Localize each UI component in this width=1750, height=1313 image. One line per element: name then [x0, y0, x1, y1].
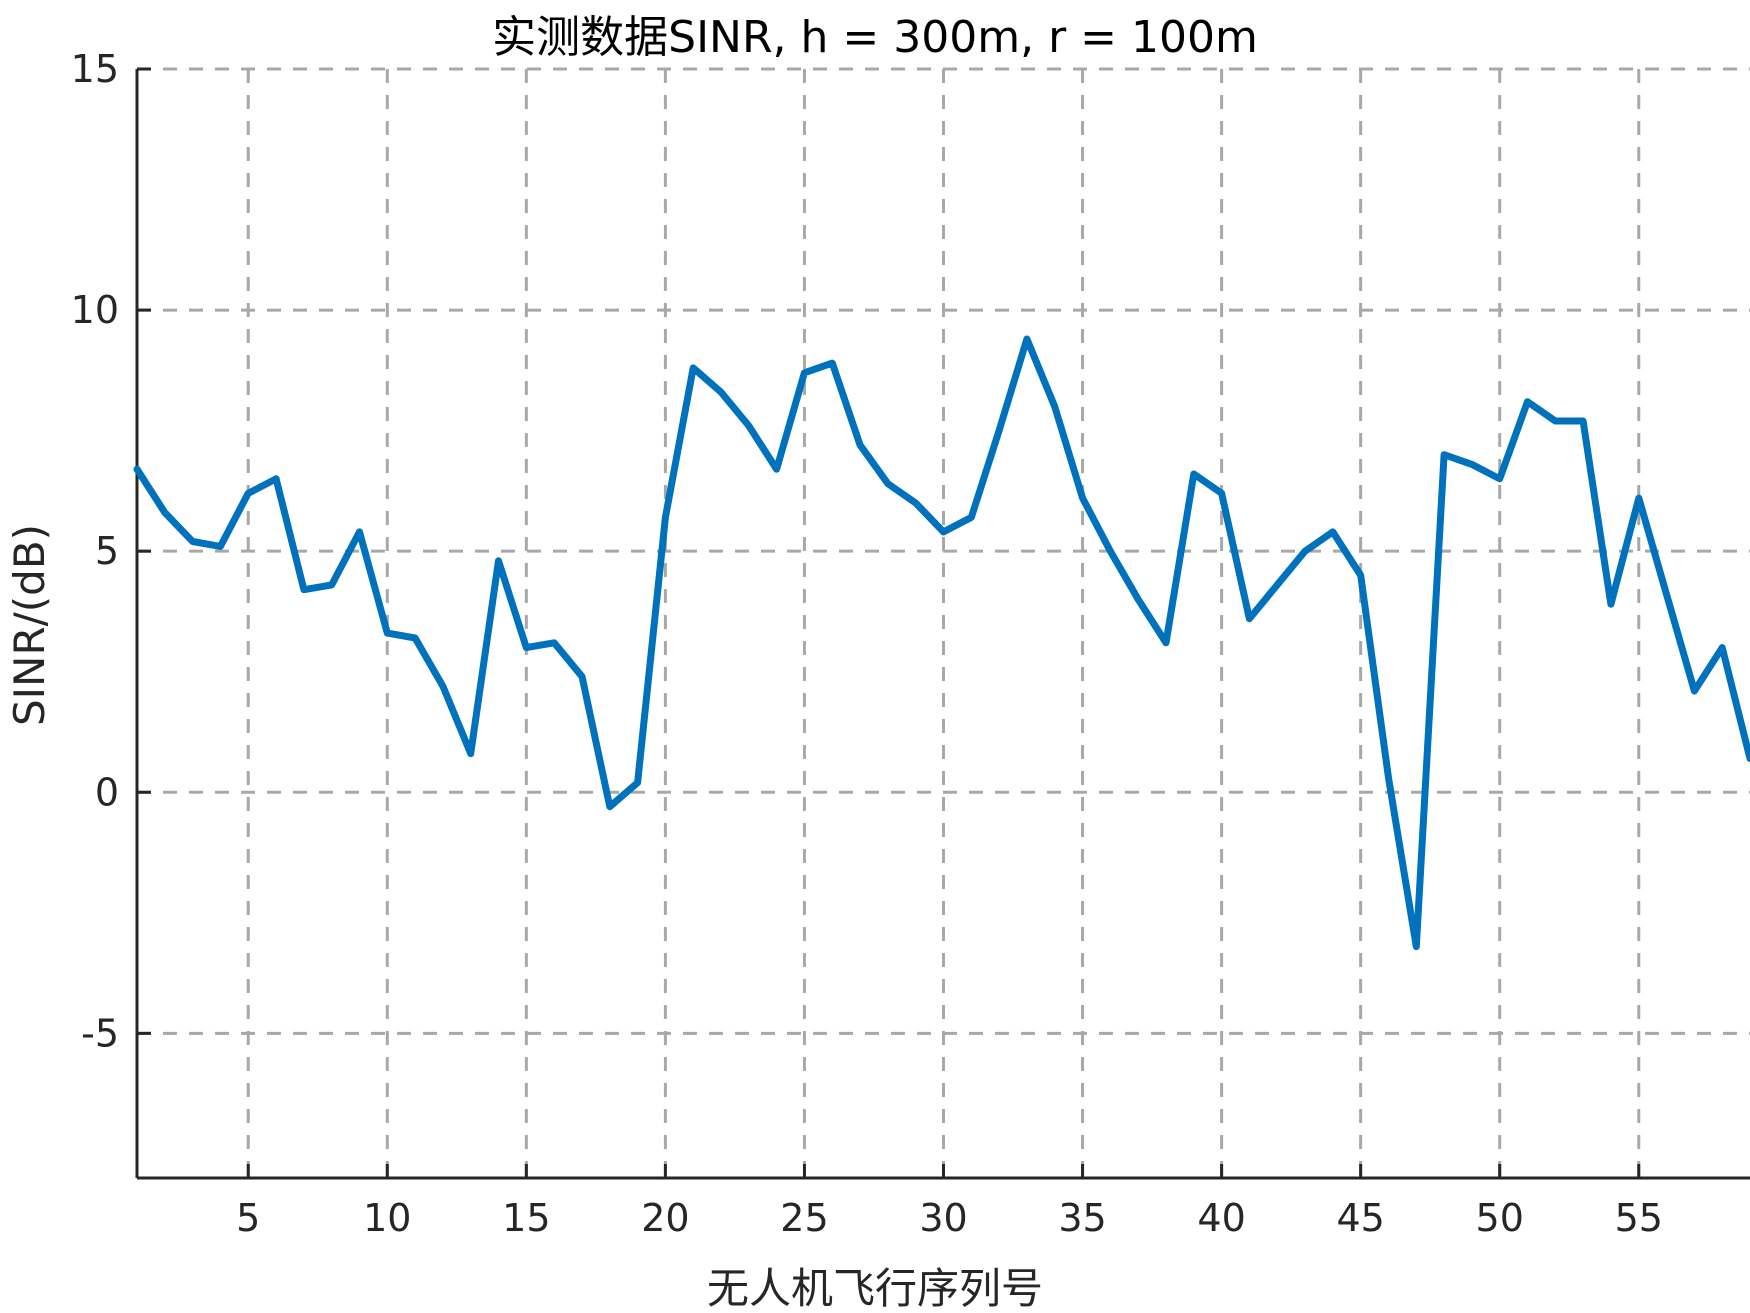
y-tick-label: -5	[81, 1011, 119, 1055]
y-tick-label: 5	[95, 529, 119, 573]
x-tick-label: 30	[919, 1196, 967, 1240]
x-tick-label: 25	[780, 1196, 828, 1240]
tick-labels: 5 10 15 20 25 30 35 40 45 50 55 -5 0 5 10 15	[71, 47, 1663, 1240]
x-tick-label: 45	[1336, 1196, 1384, 1240]
y-tick-label: 10	[71, 288, 119, 332]
y-axis-label: SINR/(dB)	[5, 524, 54, 726]
x-tick-label: 10	[363, 1196, 411, 1240]
y-tick-label: 0	[95, 770, 119, 814]
series-layer	[133, 335, 1750, 951]
x-tick-label: 55	[1615, 1196, 1663, 1240]
chart-title: 实测数据SINR, h = 300m, r = 100m	[492, 12, 1258, 63]
x-tick-label: 40	[1197, 1196, 1245, 1240]
series-line	[133, 335, 1750, 951]
grid	[137, 67, 1750, 1178]
x-tick-label: 35	[1058, 1196, 1106, 1240]
x-tick-label: 20	[641, 1196, 689, 1240]
x-tick-label: 5	[236, 1196, 260, 1240]
x-tick-label: 50	[1476, 1196, 1524, 1240]
axes	[135, 67, 1750, 1180]
y-tick-label: 15	[71, 47, 119, 91]
x-tick-label: 15	[502, 1196, 550, 1240]
x-axis-label: 无人机飞行序列号	[707, 1264, 1043, 1313]
